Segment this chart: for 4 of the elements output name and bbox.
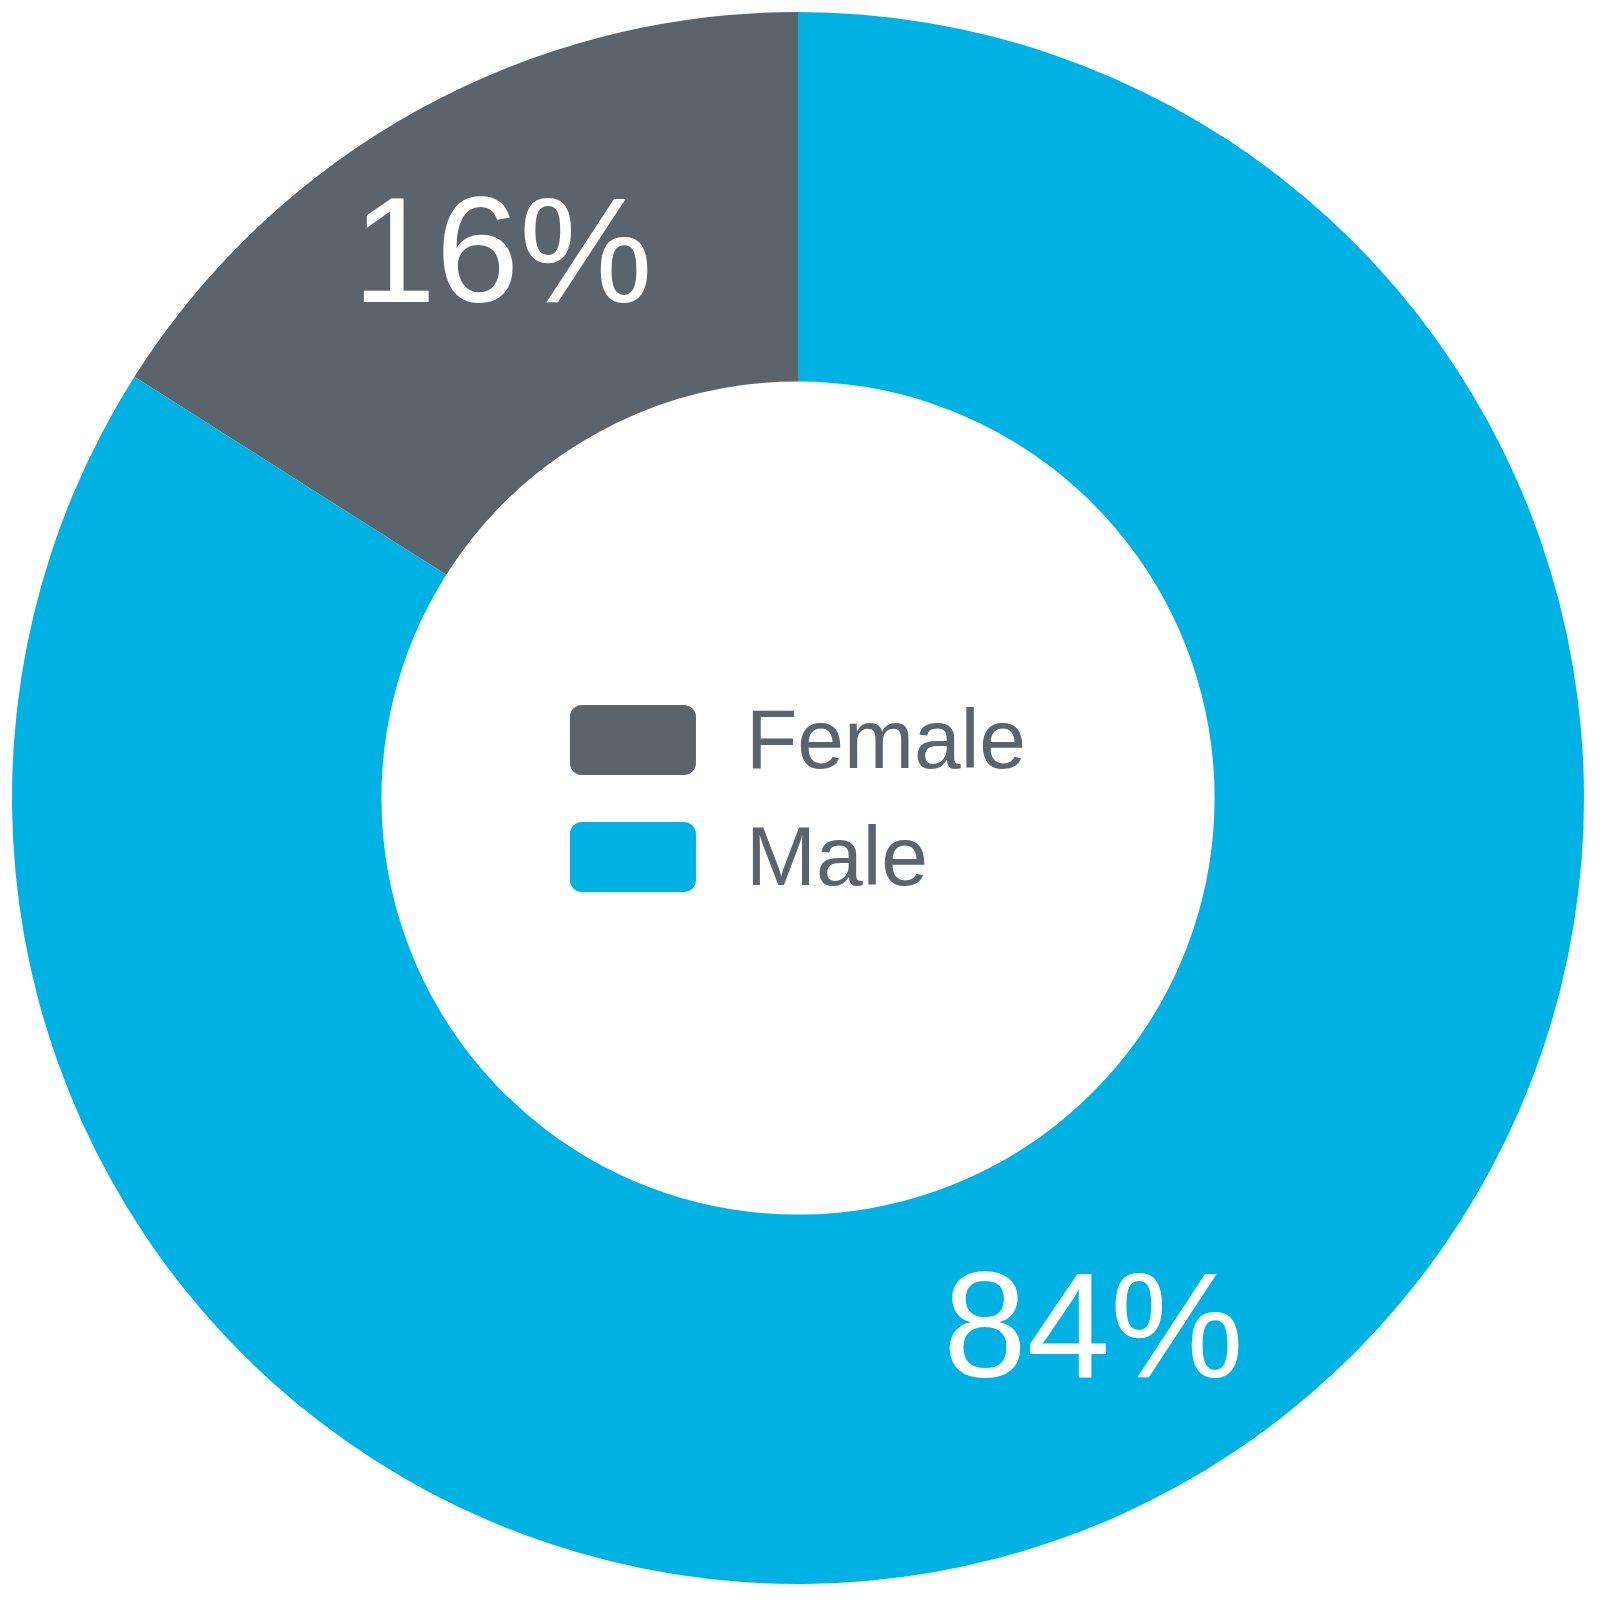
data-label: 16% <box>352 165 653 334</box>
legend-label: Male <box>745 808 929 905</box>
legend-label: Female <box>745 691 1027 788</box>
data-label: 84% <box>943 1240 1244 1409</box>
